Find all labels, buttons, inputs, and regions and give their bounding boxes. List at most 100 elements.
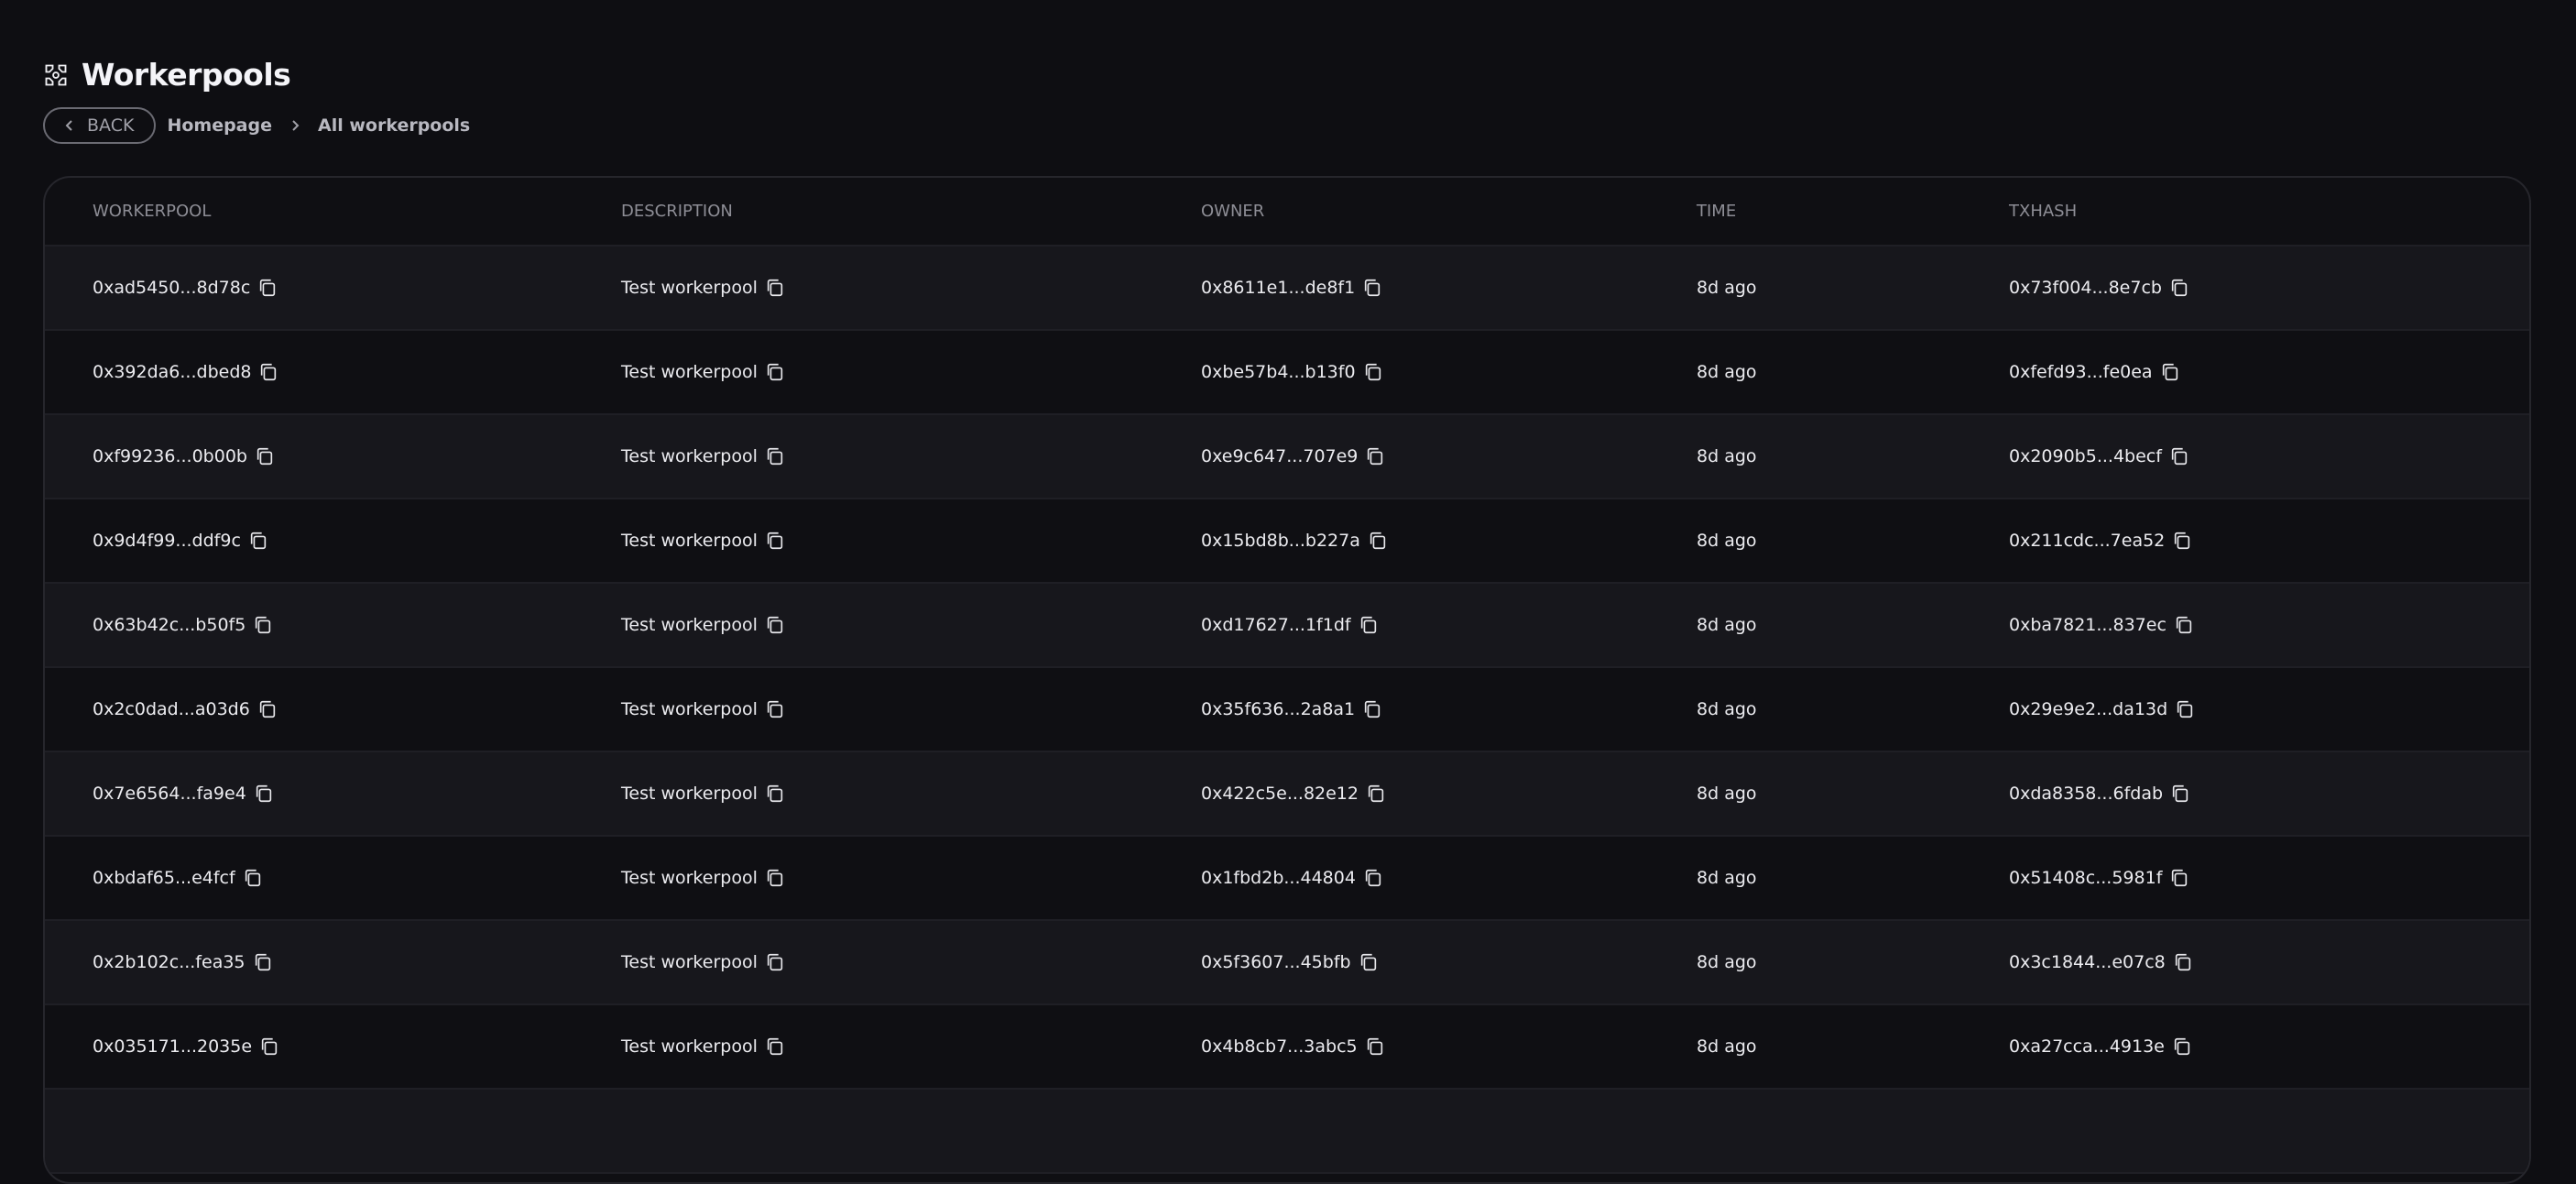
table-row[interactable]: 0xad5450...8d78c Test workerpool 0x8611e1.… xyxy=(45,247,2529,331)
copy-icon[interactable] xyxy=(254,784,274,804)
cell-description[interactable]: Test workerpool xyxy=(621,331,785,413)
table-row[interactable]: 0x035171...2035e Test workerpool 0x4b8cb7.… xyxy=(45,1005,2529,1090)
copy-icon[interactable] xyxy=(1363,868,1383,888)
cell-workerpool[interactable]: 0xad5450...8d78c xyxy=(93,247,278,329)
copy-icon[interactable] xyxy=(255,446,275,466)
cell-workerpool[interactable]: 0x2c0dad...a03d6 xyxy=(93,668,278,751)
copy-icon[interactable] xyxy=(2170,784,2190,804)
cell-owner[interactable]: 0xe9c647...707e9 xyxy=(1201,415,1385,498)
cell-txhash[interactable]: 0x211cdc...7ea52 xyxy=(2009,499,2192,582)
copy-icon[interactable] xyxy=(258,362,278,382)
cell-owner[interactable]: 0x15bd8b...b227a xyxy=(1201,499,1388,582)
copy-icon[interactable] xyxy=(2169,278,2189,298)
copy-icon[interactable] xyxy=(2173,952,2193,972)
back-button[interactable]: BACK xyxy=(43,107,157,144)
copy-icon[interactable] xyxy=(1362,278,1382,298)
copy-icon[interactable] xyxy=(2174,615,2194,635)
copy-icon[interactable] xyxy=(1362,699,1382,719)
cell-txhash[interactable]: 0xda8358...6fdab xyxy=(2009,752,2190,835)
cell-workerpool[interactable]: 0x2b102c...fea35 xyxy=(93,921,273,1003)
cell-workerpool[interactable]: 0xbdaf65...e4fcf xyxy=(93,837,263,919)
chevron-right-icon xyxy=(292,120,300,131)
copy-icon[interactable] xyxy=(765,531,785,551)
cell-txhash[interactable]: 0x3c1844...e07c8 xyxy=(2009,921,2193,1003)
cell-workerpool[interactable]: 0xf99236...0b00b xyxy=(93,415,275,498)
cell-description[interactable]: Test workerpool xyxy=(621,415,785,498)
table-row[interactable]: 0xf99236...0b00b Test workerpool 0xe9c647.… xyxy=(45,415,2529,499)
cell-workerpool[interactable]: 0x392da6...dbed8 xyxy=(93,331,278,413)
table-row[interactable]: 0x392da6...dbed8 Test workerpool 0xbe57b4.… xyxy=(45,331,2529,415)
cell-txhash[interactable]: 0x2090b5...4becf xyxy=(2009,415,2189,498)
cell-txhash[interactable]: 0xa27cca...4913e xyxy=(2009,1005,2192,1088)
copy-icon[interactable] xyxy=(253,615,273,635)
copy-icon[interactable] xyxy=(1365,446,1385,466)
copy-icon[interactable] xyxy=(765,446,785,466)
cell-description[interactable]: Test workerpool xyxy=(621,1005,785,1088)
breadcrumb-homepage[interactable]: Homepage xyxy=(167,115,272,136)
cell-description[interactable]: Test workerpool xyxy=(621,837,785,919)
copy-icon[interactable] xyxy=(1368,531,1388,551)
copy-icon[interactable] xyxy=(765,615,785,635)
copy-icon[interactable] xyxy=(243,868,263,888)
copy-icon[interactable] xyxy=(765,278,785,298)
table-row[interactable]: 0x63b42c...b50f5 Test workerpool 0xd17627.… xyxy=(45,584,2529,668)
cell-txhash[interactable]: 0xfefd93...fe0ea xyxy=(2009,331,2180,413)
copy-icon[interactable] xyxy=(2172,531,2192,551)
cell-owner[interactable]: 0x1fbd2b...44804 xyxy=(1201,837,1383,919)
copy-icon[interactable] xyxy=(1359,952,1379,972)
cell-txhash[interactable]: 0xba7821...837ec xyxy=(2009,584,2194,666)
copy-icon[interactable] xyxy=(765,1036,785,1057)
cell-owner[interactable]: 0x8611e1...de8f1 xyxy=(1201,247,1382,329)
copy-icon[interactable] xyxy=(765,784,785,804)
table-row[interactable]: 0x7e6564...fa9e4 Test workerpool 0x422c5e.… xyxy=(45,752,2529,837)
copy-icon[interactable] xyxy=(253,952,273,972)
copy-icon[interactable] xyxy=(1366,784,1386,804)
cell-workerpool[interactable]: 0x7e6564...fa9e4 xyxy=(93,752,274,835)
copy-icon[interactable] xyxy=(765,362,785,382)
cell-description[interactable]: Test workerpool xyxy=(621,247,785,329)
cell-owner[interactable]: 0x4b8cb7...3abc5 xyxy=(1201,1005,1385,1088)
txhash-value: 0x51408c...5981f xyxy=(2009,868,2163,888)
time-value: 8d ago xyxy=(1697,952,1757,972)
cell-workerpool[interactable]: 0x63b42c...b50f5 xyxy=(93,584,273,666)
table-row[interactable]: 0x9d4f99...ddf9c Test workerpool 0x15bd8b.… xyxy=(45,499,2529,584)
copy-icon[interactable] xyxy=(1363,362,1383,382)
txhash-value: 0x29e9e2...da13d xyxy=(2009,699,2168,719)
copy-icon[interactable] xyxy=(765,952,785,972)
cell-owner[interactable]: 0x5f3607...45bfb xyxy=(1201,921,1379,1003)
cell-description[interactable]: Test workerpool xyxy=(621,499,785,582)
copy-icon[interactable] xyxy=(1365,1036,1385,1057)
copy-icon[interactable] xyxy=(257,699,278,719)
copy-icon[interactable] xyxy=(257,278,278,298)
table-row[interactable]: 0xbdaf65...e4fcf Test workerpool 0x1fbd2b.… xyxy=(45,837,2529,921)
table-row[interactable]: 0x2b102c...fea35 Test workerpool 0x5f3607.… xyxy=(45,921,2529,1005)
table-row xyxy=(45,1090,2529,1174)
copy-icon[interactable] xyxy=(1359,615,1379,635)
cell-txhash[interactable]: 0x51408c...5981f xyxy=(2009,837,2189,919)
cell-txhash[interactable]: 0x73f004...8e7cb xyxy=(2009,247,2189,329)
cell-owner[interactable]: 0xbe57b4...b13f0 xyxy=(1201,331,1383,413)
copy-icon[interactable] xyxy=(259,1036,279,1057)
cell-owner[interactable]: 0xd17627...1f1df xyxy=(1201,584,1379,666)
owner-value: 0xe9c647...707e9 xyxy=(1201,446,1359,466)
description-value: Test workerpool xyxy=(621,699,758,719)
copy-icon[interactable] xyxy=(2169,868,2189,888)
copy-icon[interactable] xyxy=(2175,699,2195,719)
cell-description[interactable]: Test workerpool xyxy=(621,584,785,666)
cell-time: 8d ago xyxy=(1697,1005,1757,1088)
copy-icon[interactable] xyxy=(765,699,785,719)
cell-txhash[interactable]: 0x29e9e2...da13d xyxy=(2009,668,2195,751)
copy-icon[interactable] xyxy=(2169,446,2189,466)
cell-owner[interactable]: 0x422c5e...82e12 xyxy=(1201,752,1386,835)
copy-icon[interactable] xyxy=(765,868,785,888)
copy-icon[interactable] xyxy=(2160,362,2180,382)
cell-owner[interactable]: 0x35f636...2a8a1 xyxy=(1201,668,1382,751)
cell-workerpool[interactable]: 0x9d4f99...ddf9c xyxy=(93,499,268,582)
cell-workerpool[interactable]: 0x035171...2035e xyxy=(93,1005,279,1088)
copy-icon[interactable] xyxy=(2172,1036,2192,1057)
cell-description[interactable]: Test workerpool xyxy=(621,668,785,751)
cell-description[interactable]: Test workerpool xyxy=(621,752,785,835)
cell-description[interactable]: Test workerpool xyxy=(621,921,785,1003)
copy-icon[interactable] xyxy=(248,531,268,551)
table-row[interactable]: 0x2c0dad...a03d6 Test workerpool 0x35f636.… xyxy=(45,668,2529,752)
